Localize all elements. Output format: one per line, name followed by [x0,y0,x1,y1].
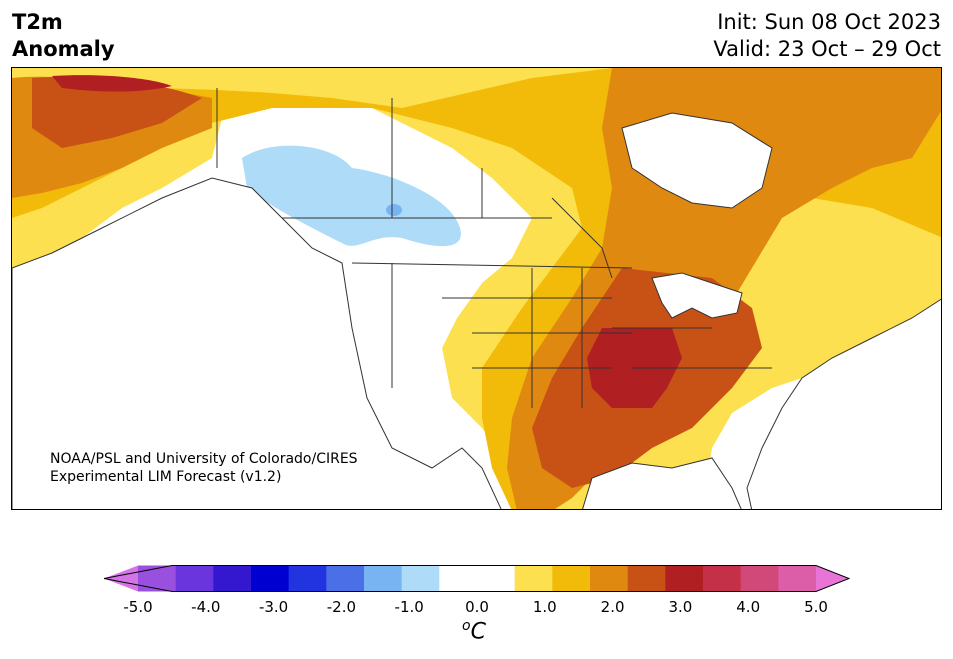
colorbar-cell [590,565,629,592]
colorbar-cell [514,565,553,592]
anomaly-region-neg2 [386,204,402,216]
init-date: Init: Sun 08 Oct 2023 [717,10,941,34]
great-lakes [651,272,743,319]
colorbar-tick-label: 5.0 [804,598,828,616]
colorbar [104,565,850,592]
valid-range: Valid: 23 Oct – 29 Oct [713,37,941,61]
colorbar-tick-label: -3.0 [258,598,289,616]
map-title: T2m Anomaly [12,9,115,63]
colorbar-cell [138,565,177,592]
political-borders [216,88,772,408]
colorbar-tick-label: 4.0 [736,598,761,616]
colorbar-cell [251,565,290,592]
colorbar-tick-label: -4.0 [191,598,221,616]
pacific-ocean [12,177,502,509]
colorbar-outline [104,565,850,592]
colorbar-tick-label: 0.0 [465,598,489,616]
colorbar-cell [326,565,365,592]
colorbar-extend-low [104,565,138,592]
gulf-of-mexico [582,457,742,509]
unit-degree: o [462,618,471,634]
anomaly-region-neg1 [242,145,461,247]
colorbar-cell [552,565,591,592]
colorbar-cell [364,565,403,592]
colorbar-tick-label: 1.0 [532,598,557,616]
colorbar-tick-label: -2.0 [326,598,357,616]
colorbar-cell [627,565,666,592]
colorbar-cell [740,565,779,592]
colorbar-cell [477,565,516,592]
colorbar-tick-label: 3.0 [668,598,693,616]
colorbar-tick-label: -1.0 [394,598,424,616]
colorbar-cell [703,565,742,592]
map-canvas [12,68,941,509]
anomaly-label: Anomaly [12,37,115,61]
colorbar-unit: oC [462,618,486,644]
neutral-region-west [342,263,482,468]
atlantic-ocean [746,298,941,509]
colorbar-cell [401,565,440,592]
colorbar-cells [104,565,849,592]
unit-letter: C [470,619,486,645]
credit-text: NOAA/PSL and University of Colorado/CIRE… [50,450,358,486]
colorbar-tick-label: -5.0 [123,598,153,616]
colorbar-cell [439,565,478,592]
anomaly-map: NOAA/PSL and University of Colorado/CIRE… [11,67,942,510]
colorbar-cell [213,565,252,592]
variable-label: T2m [12,10,63,34]
colorbar-extend-high [816,565,849,592]
credit-line-2: Experimental LIM Forecast (v1.2) [50,469,282,485]
colorbar-cell [175,565,214,592]
forecast-dates: Init: Sun 08 Oct 2023 Valid: 23 Oct – 29… [713,9,941,63]
credit-line-1: NOAA/PSL and University of Colorado/CIRE… [50,451,358,467]
colorbar-cell [665,565,704,592]
anomaly-region-pos4 [32,76,762,489]
anomaly-region-pos5 [52,75,682,409]
colorbar-tick-label: 2.0 [600,598,625,616]
colorbar-cell [778,565,817,592]
colorbar-cell [288,565,327,592]
hudson-bay [621,112,773,209]
